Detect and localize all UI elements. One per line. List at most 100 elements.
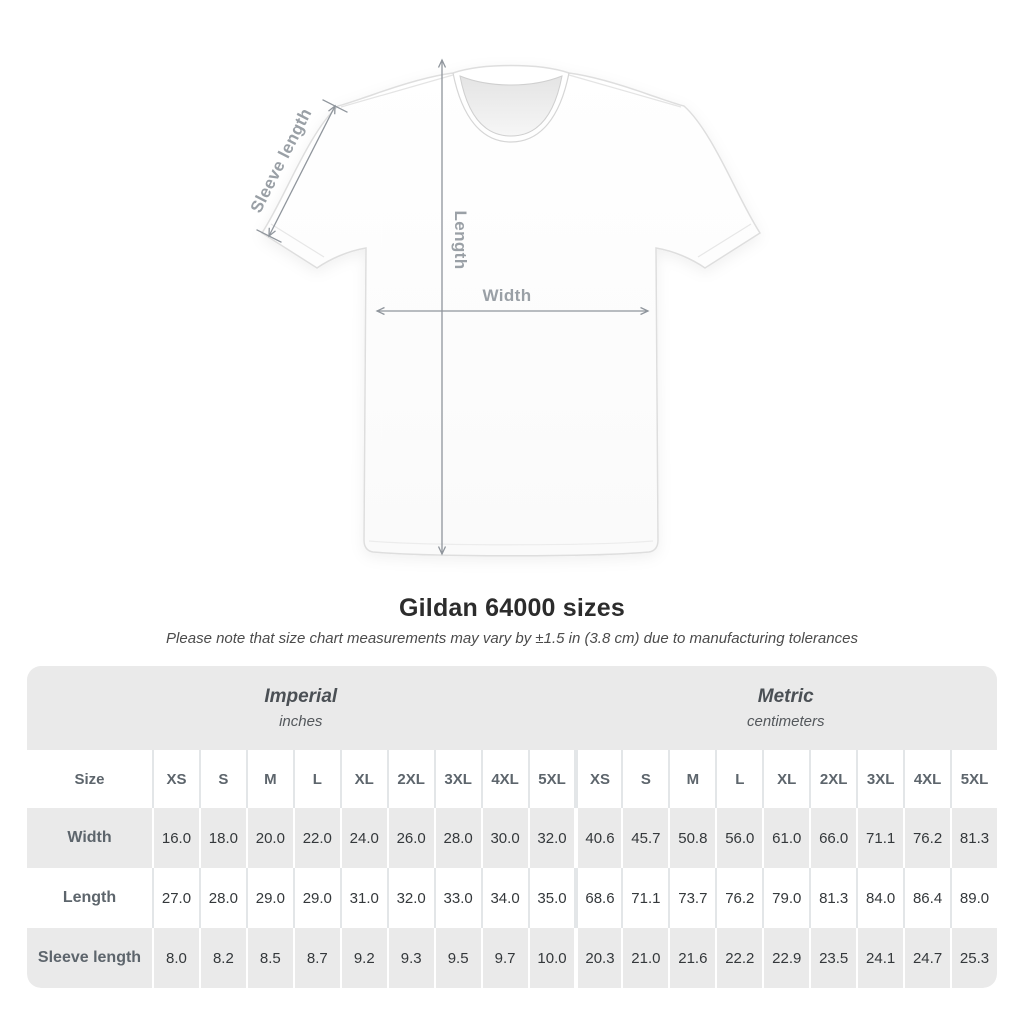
value-cell: 24.7 [903,928,950,988]
size-header-cell: L [292,750,340,808]
size-header-cell: 2XL [809,750,856,808]
value-cell: 86.4 [903,868,950,928]
value-cell: 31.0 [339,868,387,928]
size-header-cell: 5XL [950,750,997,808]
value-cell: 71.1 [621,868,668,928]
imperial-label: Imperial [264,686,338,707]
value-cell: 40.6 [574,808,621,868]
value-cell: 26.0 [386,808,434,868]
row-label: Sleeve length [37,949,142,966]
value-cell: 16.0 [152,808,199,868]
sleeve-arrow-tick-top [322,99,348,113]
value-cell: 84.0 [856,868,903,928]
value-cell: 10.0 [527,928,575,988]
value-cell: 20.3 [574,928,621,988]
sleeve-arrow-tick-bottom [256,229,282,243]
value-cell: 76.2 [903,808,950,868]
value-cell: 25.3 [950,928,997,988]
value-cell: 34.0 [480,868,528,928]
value-cell: 32.0 [527,808,575,868]
value-cell: 28.0 [198,868,246,928]
collar-opening [459,75,563,137]
value-cell: 61.0 [762,808,809,868]
shoulder-seam-left [340,74,454,108]
value-cell: 24.1 [856,928,903,988]
sleeve-length-arrow [268,104,336,238]
value-cell: 56.0 [715,808,762,868]
value-cell: 76.2 [715,868,762,928]
value-cell: 9.2 [339,928,387,988]
value-cell: 66.0 [809,808,856,868]
size-header-cell: 4XL [903,750,950,808]
metric-label: Metric [757,686,814,707]
value-cell: 81.3 [950,808,997,868]
value-cell: 32.0 [386,868,434,928]
page-title: Gildan 64000 sizes [399,594,625,622]
size-header-cell: XL [339,750,387,808]
size-header-cell: XS [574,750,621,808]
value-cell: 9.3 [386,928,434,988]
size-header-cell: 5XL [527,750,575,808]
collar-band [452,72,570,143]
value-cell: 8.0 [152,928,199,988]
size-header-cell: 4XL [480,750,528,808]
value-cell: 79.0 [762,868,809,928]
size-header-cell: 2XL [386,750,434,808]
size-header-cell: XS [152,750,199,808]
value-cell: 28.0 [433,808,481,868]
value-cell: 20.0 [245,808,293,868]
imperial-unit: inches [279,713,323,730]
width-row: Width 16.0 18.0 20.0 22.0 24.0 26.0 28.0… [27,808,997,868]
tshirt-diagram: Sleeve length Length Width [247,58,762,557]
tshirt-illustration: Sleeve length Length Width [247,58,762,557]
length-label: Length [451,210,470,269]
shoulder-seam-right [568,74,682,108]
value-cell: 21.6 [668,928,715,988]
value-cell: 8.5 [245,928,293,988]
size-header-cell: 3XL [433,750,481,808]
metric-group-header: Metric centimeters [575,666,998,750]
value-cell: 8.7 [292,928,340,988]
value-cell: 45.7 [621,808,668,868]
value-cell: 35.0 [527,868,575,928]
value-cell: 89.0 [950,868,997,928]
length-row: Length 27.0 28.0 29.0 29.0 31.0 32.0 33.… [27,868,997,928]
size-header-cell: M [668,750,715,808]
value-cell: 71.1 [856,808,903,868]
value-cell: 33.0 [433,868,481,928]
size-header-cell: XL [762,750,809,808]
value-cell: 73.7 [668,868,715,928]
value-cell: 27.0 [152,868,199,928]
value-cell: 22.0 [292,808,340,868]
row-label: Width [67,829,112,846]
value-cell: 23.5 [809,928,856,988]
cuff-seam-right [697,223,752,258]
value-cell: 29.0 [245,868,293,928]
size-header-cell: S [198,750,246,808]
imperial-group-header: Imperial inches [27,666,575,750]
hem-seam [368,540,654,546]
size-header-cell: S [621,750,668,808]
width-label: Width [482,286,531,305]
sleeve-length-row: Sleeve length 8.0 8.2 8.5 8.7 9.2 9.3 9.… [27,928,997,988]
value-cell: 30.0 [480,808,528,868]
row-label: Length [62,889,117,906]
value-cell: 9.7 [480,928,528,988]
size-header-cell: M [245,750,293,808]
size-header-row: Size XS S M L XL 2XL 3XL 4XL 5XL XS S M … [27,750,997,808]
value-cell: 22.2 [715,928,762,988]
size-row-label: Size [74,770,105,788]
value-cell: 68.6 [574,868,621,928]
value-cell: 21.0 [621,928,668,988]
metric-unit: centimeters [746,713,825,730]
value-cell: 9.5 [433,928,481,988]
value-cell: 29.0 [292,868,340,928]
value-cell: 50.8 [668,808,715,868]
page-subtitle: Please note that size chart measurements… [166,630,858,647]
value-cell: 81.3 [809,868,856,928]
unit-band: Imperial inches Metric centimeters [27,666,997,750]
value-cell: 8.2 [198,928,246,988]
value-cell: 24.0 [339,808,387,868]
size-table: Imperial inches Metric centimeters Size … [27,666,997,988]
value-cell: 22.9 [762,928,809,988]
